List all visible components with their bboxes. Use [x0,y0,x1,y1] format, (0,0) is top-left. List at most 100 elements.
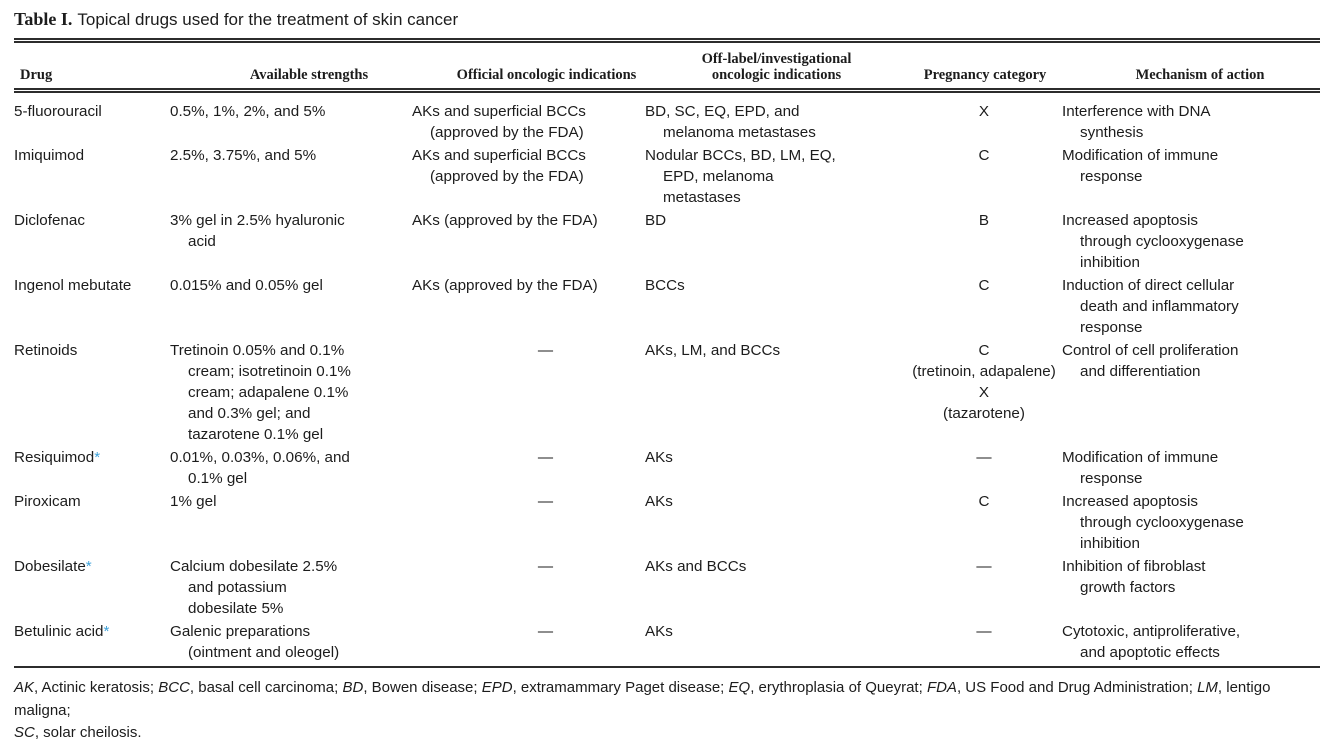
cell-drug: Dobesilate* [14,555,188,620]
cell-official-indications: AKs and superficial BCCs (approved by th… [412,147,586,185]
header-available-strengths: Available strengths [188,43,430,93]
header-drug: Drug [14,43,188,93]
drug-name: Dobesilate [14,558,86,575]
cell-mechanism-of-action: Inhibition of fibroblast growth factors [1062,558,1206,596]
table-row: Resiquimod* 0.01%, 0.03%, 0.06%, and 0.1… [14,446,1320,490]
header-mechanism-of-action: Mechanism of action [1080,43,1320,93]
cell-drug: Retinoids [14,339,188,446]
cell-available-strengths: Tretinoin 0.05% and 0.1% cream; isotreti… [170,342,351,443]
cell-drug: Resiquimod* [14,446,188,490]
cell-mechanism-of-action: Modification of immune response [1062,147,1219,185]
drug-name: 5-fluorouracil [14,103,102,120]
bottom-rule [14,666,1320,668]
cell-drug: Diclofenac [14,209,188,274]
abbreviation-definition: , basal cell carcinoma; [189,679,343,696]
cell-mechanism-of-action: Induction of direct cellular death and i… [1062,277,1239,336]
cell-pregnancy-category: C [978,277,990,294]
drug-asterisk: * [94,449,101,466]
drug-name: Resiquimod [14,449,95,466]
cell-official-indications: AKs and superficial BCCs (approved by th… [412,103,586,141]
cell-official-indications: AKs (approved by the FDA) [412,212,598,229]
cell-mechanism-of-action: Cytotoxic, antiproliferative, and apopto… [1062,623,1241,661]
cell-pregnancy-category: X [978,103,990,120]
cell-official-indications: — [537,623,554,640]
table-row: Imiquimod 2.5%, 3.75%, and 5% AKs and su… [14,144,1320,209]
cell-pregnancy-category: — [976,449,992,466]
cell-offlabel-indications: BCCs [645,277,685,294]
cell-official-indications: — [537,493,554,510]
header-offlabel-indications: Off-label/investigational oncologic indi… [663,43,890,93]
header-pregnancy-category: Pregnancy category [890,43,1080,93]
cell-drug: Ingenol mebutate [14,274,188,339]
abbreviation: SC [14,724,35,741]
cell-available-strengths: 0.5%, 1%, 2%, and 5% [170,103,326,120]
drug-asterisk: * [85,558,92,575]
cell-official-indications: — [537,342,554,359]
table-row: Diclofenac 3% gel in 2.5% hyaluronic aci… [14,209,1320,274]
abbreviation: EPD [481,679,513,696]
table-row: Ingenol mebutate 0.015% and 0.05% gel AK… [14,274,1320,339]
cell-offlabel-indications: AKs [645,493,673,510]
cell-official-indications: — [537,449,554,466]
abbreviation: EQ [728,679,751,696]
cell-mechanism-of-action: Interference with DNA synthesis [1062,103,1211,141]
table-header: Drug Available strengths Official oncolo… [14,43,1320,93]
drug-name: Ingenol mebutate [14,277,132,294]
cell-offlabel-indications: AKs [645,623,673,640]
cell-available-strengths: Galenic preparations (ointment and oleog… [170,623,340,661]
table-title-text: Topical drugs used for the treatment of … [77,10,459,29]
abbreviation-definition: , Actinic keratosis; [34,679,159,696]
cell-offlabel-indications: AKs, LM, and BCCs [645,342,781,359]
header-row: Drug Available strengths Official oncolo… [14,43,1320,93]
abbreviation: BCC [158,679,190,696]
table-row: Dobesilate* Calcium dobesilate 2.5% and … [14,555,1320,620]
drug-name: Diclofenac [14,212,85,229]
cell-available-strengths: 2.5%, 3.75%, and 5% [170,147,317,164]
cell-pregnancy-category: C [978,493,990,510]
table-row: 5-fluorouracil 0.5%, 1%, 2%, and 5% AKs … [14,91,1320,145]
abbreviation: AK [14,679,35,696]
drug-name: Betulinic acid [14,623,104,640]
table-number-label: Table I. [14,9,73,29]
cell-offlabel-indications: Nodular BCCs, BD, LM, EQ, EPD, melanoma … [645,147,836,206]
table-row: Betulinic acid* Galenic preparations (oi… [14,620,1320,664]
cell-mechanism-of-action: Control of cell proliferation and differ… [1062,342,1239,380]
drug-name: Imiquimod [14,147,85,164]
cell-pregnancy-category: C [978,147,990,164]
table-body: 5-fluorouracil 0.5%, 1%, 2%, and 5% AKs … [14,91,1320,665]
cell-mechanism-of-action: Modification of immune response [1062,449,1219,487]
table-row: Piroxicam 1% gel — AKs C Increased apopt… [14,490,1320,555]
abbreviation: LM [1197,679,1218,696]
cell-available-strengths: Calcium dobesilate 2.5% and potassium do… [170,558,338,617]
abbreviation-definition: , extramammary Paget disease; [512,679,729,696]
cell-offlabel-indications: AKs and BCCs [645,558,747,575]
cell-available-strengths: 0.01%, 0.03%, 0.06%, and 0.1% gel [170,449,350,487]
topical-drugs-table: Drug Available strengths Official oncolo… [14,43,1320,664]
cell-drug: Piroxicam [14,490,188,555]
cell-pregnancy-category: C (tretinoin, adapalene) X (tazarotene) [912,342,1056,422]
cell-mechanism-of-action: Increased apoptosis through cyclooxygena… [1062,493,1244,552]
cell-mechanism-of-action: Increased apoptosis through cyclooxygena… [1062,212,1244,271]
cell-pregnancy-category: B [978,212,990,229]
abbreviation-definition: , erythroplasia of Queyrat; [750,679,927,696]
abbreviation-definition: , Bowen disease; [363,679,482,696]
cell-available-strengths: 1% gel [170,493,217,510]
top-rule [14,38,1320,43]
cell-pregnancy-category: — [976,558,992,575]
abbreviation: BD [342,679,364,696]
cell-available-strengths: 3% gel in 2.5% hyaluronic acid [170,212,345,250]
footnote-abbreviations: AK, Actinic keratosis; BCC, basal cell c… [14,677,1320,745]
drug-asterisk: * [103,623,110,640]
abbreviation: FDA [926,679,957,696]
header-official-indications: Official oncologic indications [430,43,663,93]
abbreviation-definition: , solar cheilosis. [34,724,142,741]
cell-offlabel-indications: AKs [645,449,673,466]
table-row: Retinoids Tretinoin 0.05% and 0.1% cream… [14,339,1320,446]
table-title: Table I. Topical drugs used for the treat… [14,8,1320,31]
cell-official-indications: AKs (approved by the FDA) [412,277,598,294]
drug-name: Piroxicam [14,493,81,510]
abbreviation-definition: , US Food and Drug Administration; [956,679,1198,696]
cell-drug: 5-fluorouracil [14,91,188,145]
cell-official-indications: — [537,558,554,575]
